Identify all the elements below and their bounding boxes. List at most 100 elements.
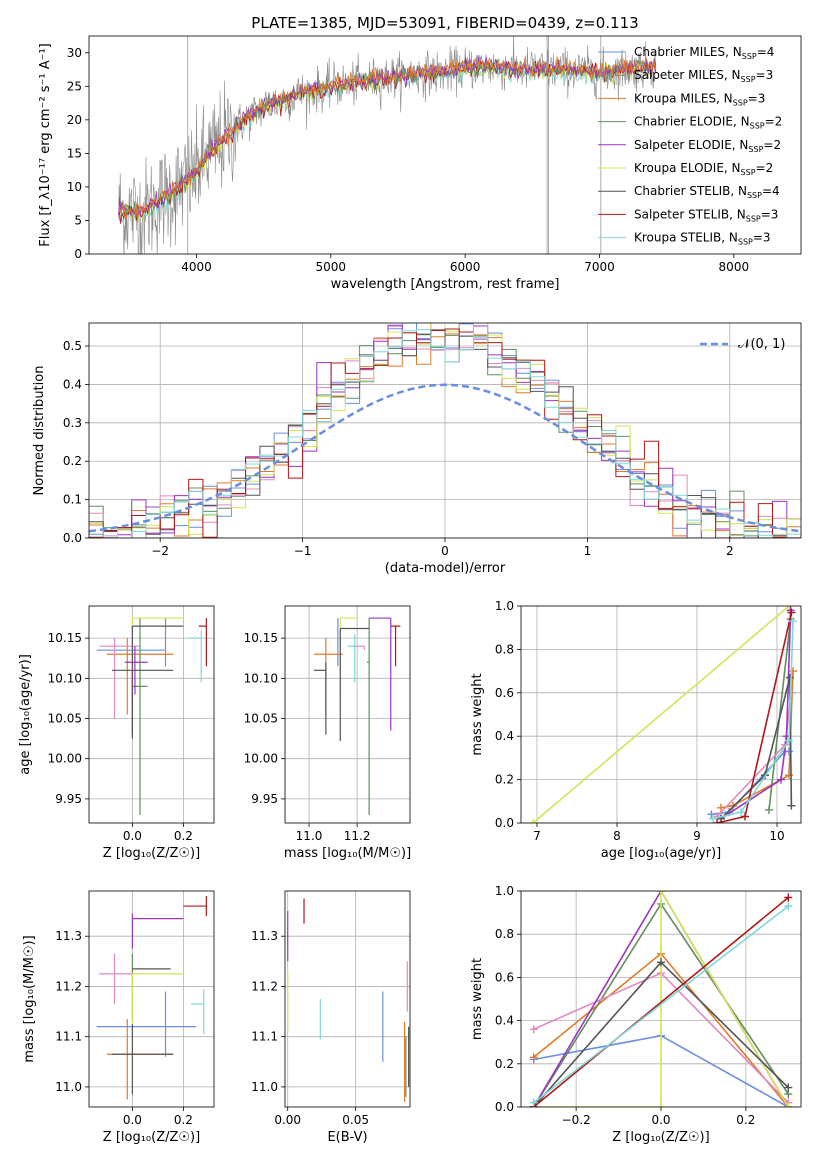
x-tick-label: 6000 [450,260,481,274]
x-axis-label: E(B-V) [327,1130,367,1145]
y-axis-label: mass weight [470,958,485,1040]
weight-marker [789,617,797,626]
legend-label: Kroupa MILES, NSSP=3 [634,91,765,107]
y-tick-label: 25 [67,79,82,93]
errorbar-point [131,973,184,1035]
weight-marker [717,803,725,812]
y-tick-label: 0.6 [495,686,514,700]
errorbar-point [313,662,327,735]
plot-area [89,891,214,1107]
errorbar-point [131,913,184,949]
y-tick-label: 0.5 [63,339,82,353]
y-tick-label: 0 [74,247,82,261]
weight-marker [707,810,716,819]
panel-age_vs_Z: 0.0 0.2 9.95 10.00 10.05 10.10 10.15 Z [log₁₀(Z… [18,605,215,861]
legend-label: Kroupa STELIB, NSSP=3 [634,231,771,247]
x-tick-label: 11.2 [344,829,371,843]
y-tick-label: 10.10 [244,671,278,685]
y-tick-label: 0.4 [495,1014,514,1028]
spectrum-model-line [118,56,657,220]
weight-line [532,606,790,823]
weight-marker [729,801,737,810]
weight-line [712,621,794,820]
axes-frame [520,890,802,1108]
y-tick-label: 11.0 [251,1080,278,1094]
legend-label: Salpeter MILES, NSSP=3 [634,68,773,84]
y-tick-label: 11.1 [55,1030,82,1044]
errorbar-point [191,988,205,1035]
weight-marker [784,1083,793,1092]
x-tick-label: 0.0 [123,1113,142,1127]
y-tick-label: 10.05 [244,712,278,726]
panel-spectrum: 4000 5000 6000 7000 8000 0 5 10 15 20 25 30 waveleng… [38,35,802,292]
y-tick-label: 5 [74,213,82,227]
y-tick-label: 10.05 [48,712,82,726]
weight-marker [765,805,773,814]
y-tick-label: 10.15 [48,631,82,645]
x-axis-label: (data-model)/error [385,561,506,576]
axes-frame [520,605,802,824]
x-tick-label: 0.2 [174,829,193,843]
x-tick-label: 0.0 [123,829,142,843]
weight-marker [713,819,721,823]
y-tick-label: 0.8 [495,927,514,941]
x-tick-label: 9 [693,829,701,843]
legend-label: Salpeter ELODIE, NSSP=2 [634,138,781,154]
spectrum-model-line [118,59,657,218]
legend-label: Chabrier ELODIE, NSSP=2 [634,115,782,131]
panel-age_vs_mass: 11.0 11.2 9.95 10.00 10.05 10.10 10.15 mass [lo… [244,605,411,861]
y-tick-label: 0.4 [63,377,82,391]
y-tick-label: 0.6 [495,970,514,984]
y-tick-label: 11.2 [55,979,82,993]
plot-area [118,36,657,254]
errorbar-point [111,1024,174,1095]
weight-marker [789,667,797,676]
panel-weight_vs_age: 7 8 9 10 0.0 0.2 0.4 0.6 0.8 1.0 age [log₁₀(age/yr… [470,599,802,861]
plot-area [285,891,410,1107]
errorbar-point [96,618,167,667]
plot-area [521,606,801,823]
spectrum-model-line [118,59,657,223]
legend-label: Salpeter STELIB, NSSP=3 [634,207,778,223]
weight-marker [787,801,796,810]
y-tick-label: 11.3 [55,929,82,943]
weight-marker [529,1098,538,1107]
legend-label: Chabrier STELIB, NSSP=4 [634,184,780,200]
panel-residuals: −2 −1 0 1 2 0.0 0.1 0.2 0.3 0.4 0.5 (data-model)/er… [32,322,802,576]
x-tick-label: 1 [584,544,592,558]
errorbar-point [198,618,207,667]
y-tick-label: 1.0 [495,884,514,898]
plot-area [89,606,214,823]
x-tick-label: 0.2 [174,1113,193,1127]
x-tick-label: 0 [441,544,449,558]
x-tick-label: 7000 [584,260,615,274]
weight-marker [657,891,665,895]
weight-marker [787,608,796,617]
legend-label: Chabrier MILES, NSSP=4 [634,45,774,61]
y-tick-label: 11.3 [251,929,278,943]
y-tick-label: 0.8 [495,642,514,656]
errorbar-point [366,618,370,815]
y-tick-label: 10 [67,180,82,194]
x-tick-label: 10 [769,829,784,843]
x-axis-label: mass [log₁₀(M/M☉)] [284,846,411,861]
errorbar-point [339,627,370,742]
y-tick-label: 11.0 [55,1080,82,1094]
weight-marker [784,893,793,902]
x-tick-label: 0.0 [651,1113,670,1127]
x-tick-label: −2 [151,544,169,558]
weight-marker [529,1053,538,1062]
x-tick-label: 7 [533,829,541,843]
weight-line [533,891,789,1107]
axes-frame [284,605,411,824]
y-axis-label: age [log₁₀(age/yr)] [18,654,33,775]
y-tick-label: 0.2 [63,454,82,468]
x-tick-label: 0.2 [736,1113,755,1127]
y-tick-label: 0.3 [63,416,82,430]
x-tick-label: 2 [726,544,734,558]
weight-marker [785,736,793,745]
axes-frame [88,322,802,539]
histogram-step [89,323,801,538]
x-tick-label: 8 [613,829,621,843]
